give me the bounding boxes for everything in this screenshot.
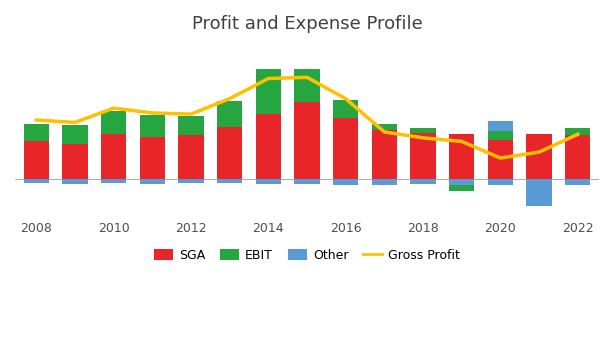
Bar [179,136,204,180]
Bar [333,100,358,118]
Bar [24,180,49,183]
Bar [565,180,590,185]
Bar [295,180,319,184]
Bar [565,136,590,180]
Bar [140,115,165,137]
Bar [63,144,88,180]
Title: Profit and Expense Profile: Profit and Expense Profile [192,15,422,33]
Bar [217,101,242,127]
Bar [333,180,358,185]
Bar [372,124,397,129]
Bar [488,121,513,131]
Bar [295,102,319,180]
Bar [449,134,474,180]
Bar [410,180,435,184]
Bar [101,111,126,134]
Bar [256,114,281,180]
Bar [565,128,590,136]
Bar [63,125,88,144]
Bar [372,129,397,180]
Bar [410,128,435,133]
Bar [101,180,126,183]
Bar [488,131,513,140]
Bar [217,127,242,180]
Bar [179,180,204,183]
Bar [372,180,397,185]
Bar [140,180,165,184]
Bar [410,133,435,180]
Bar [256,69,281,114]
Bar [488,140,513,180]
Bar [217,180,242,183]
Bar [295,69,319,102]
Bar [488,180,513,185]
Bar [24,124,49,142]
Bar [526,134,551,180]
Bar [101,134,126,180]
Bar [526,180,551,206]
Bar [449,185,474,191]
Legend: SGA, EBIT, Other, Gross Profit: SGA, EBIT, Other, Gross Profit [149,244,465,267]
Bar [24,142,49,180]
Bar [140,137,165,180]
Bar [179,117,204,136]
Bar [256,180,281,184]
Bar [63,180,88,184]
Bar [333,118,358,180]
Bar [449,180,474,185]
